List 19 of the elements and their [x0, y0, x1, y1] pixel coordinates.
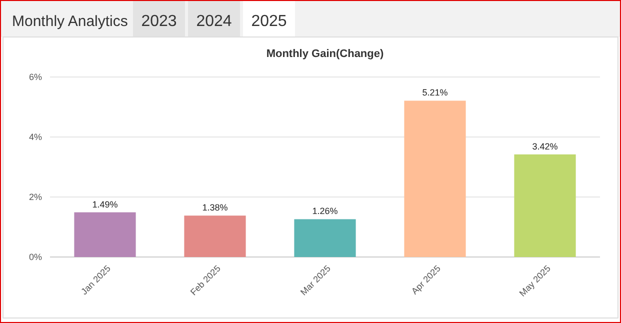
text: 2023: [141, 13, 177, 30]
bar: [514, 154, 576, 257]
data-label: 3.42%: [532, 141, 558, 152]
data-label: 1.49%: [92, 199, 118, 210]
bar: [74, 212, 136, 257]
y-tick-label: 2%: [28, 192, 42, 202]
y-tick-label: 4%: [28, 132, 42, 142]
y-tick-label: 0%: [28, 252, 42, 262]
text: 2025: [251, 13, 287, 30]
data-label: 1.26%: [312, 206, 338, 216]
bar: [184, 216, 246, 257]
bar: [404, 100, 466, 257]
text: 2024: [196, 13, 232, 30]
data-label: 1.38%: [202, 202, 228, 213]
data-label: 5.21%: [422, 88, 448, 98]
y-tick-label: 6%: [28, 72, 42, 82]
text: Monthly Analytics: [12, 13, 128, 30]
bar: [294, 219, 356, 257]
chart-title: Monthly Gain(Change): [266, 48, 384, 60]
